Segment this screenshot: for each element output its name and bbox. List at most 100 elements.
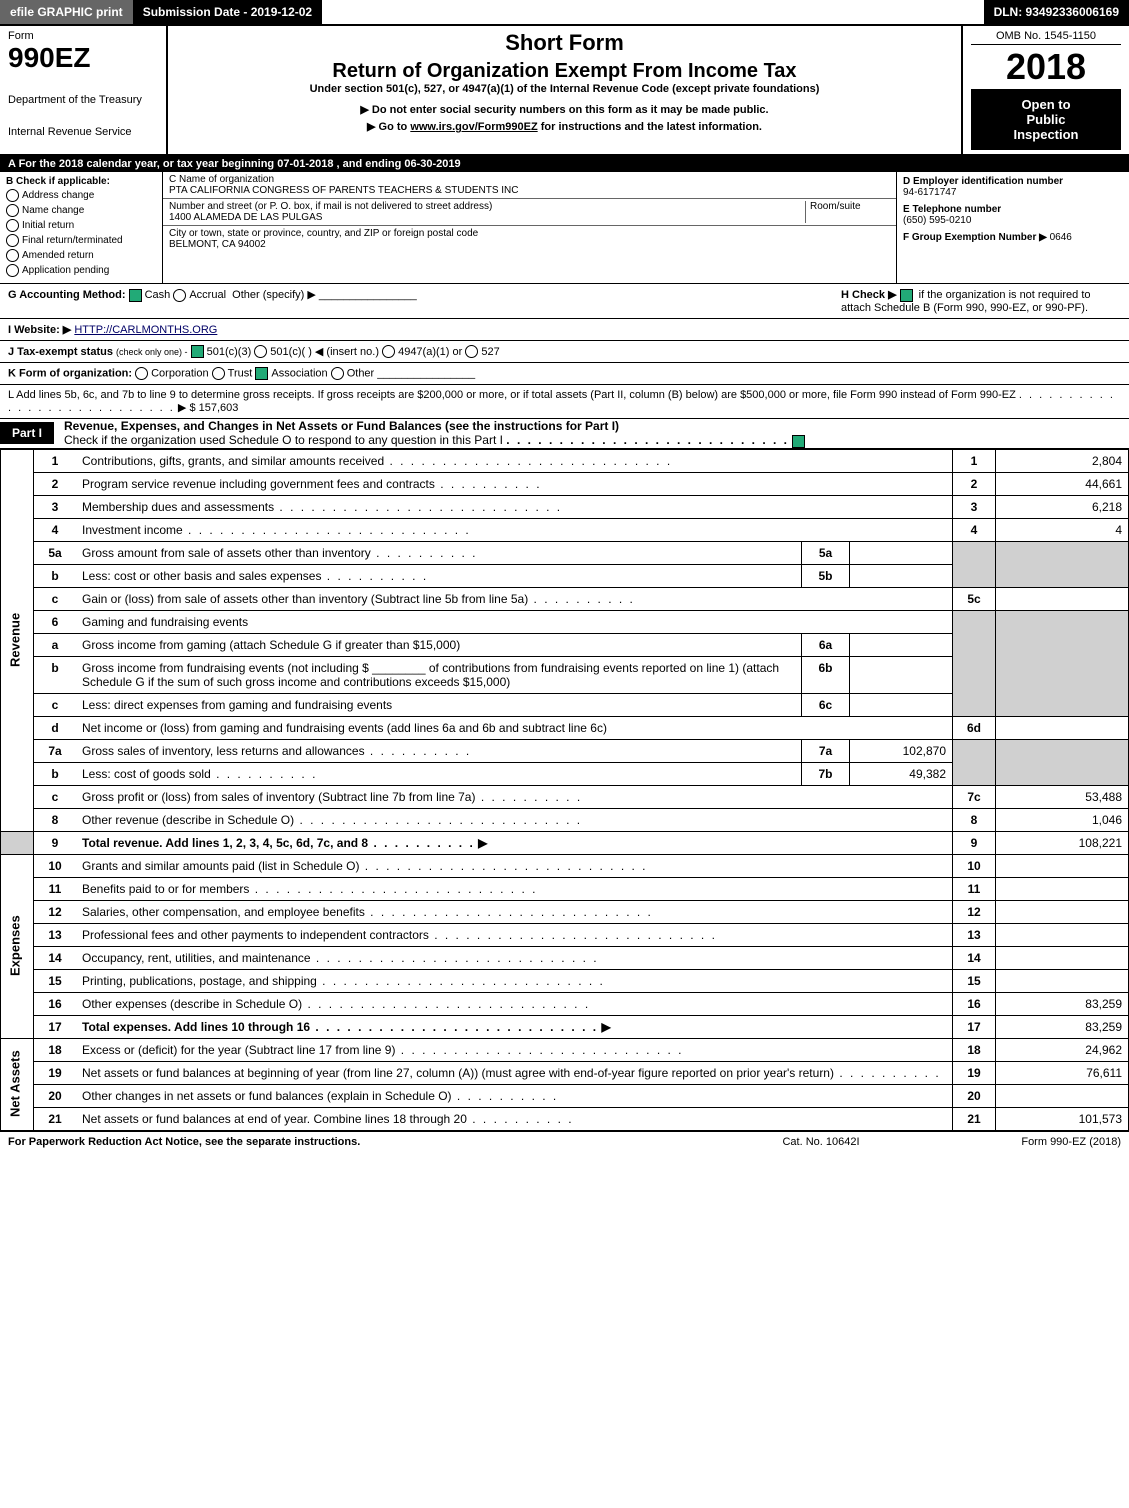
instructions-link-row: ▶ Go to www.irs.gov/Form990EZ for instru… bbox=[176, 120, 953, 133]
line-21-value: 101,573 bbox=[996, 1107, 1129, 1130]
line-19-value: 76,611 bbox=[996, 1061, 1129, 1084]
section-d-e-f: D Employer identification number 94-6171… bbox=[897, 172, 1129, 283]
open-public-inspection: Open to Public Inspection bbox=[971, 89, 1121, 150]
paperwork-notice: For Paperwork Reduction Act Notice, see … bbox=[8, 1136, 721, 1148]
line-5b-value bbox=[850, 564, 953, 587]
subtitle: Under section 501(c), 527, or 4947(a)(1)… bbox=[176, 83, 953, 95]
org-name: PTA CALIFORNIA CONGRESS OF PARENTS TEACH… bbox=[169, 185, 890, 196]
part-1-schedule-o-checkbox[interactable] bbox=[792, 435, 805, 448]
efile-print-button[interactable]: efile GRAPHIC print bbox=[0, 0, 133, 24]
line-5a-row: 5a Gross amount from sale of assets othe… bbox=[1, 541, 1129, 564]
city-state-zip: BELMONT, CA 94002 bbox=[169, 239, 890, 250]
line-11-row: 11 Benefits paid to or for members 11 bbox=[1, 877, 1129, 900]
period-end: 06-30-2019 bbox=[404, 158, 460, 170]
line-6d-row: d Net income or (loss) from gaming and f… bbox=[1, 716, 1129, 739]
line-2-row: 2 Program service revenue including gove… bbox=[1, 472, 1129, 495]
opt-address-change[interactable]: Address change bbox=[6, 189, 156, 202]
line-14-row: 14 Occupancy, rent, utilities, and maint… bbox=[1, 946, 1129, 969]
j-501c-radio[interactable] bbox=[254, 345, 267, 358]
row-g-h: G Accounting Method: Cash Accrual Other … bbox=[0, 284, 1129, 319]
opt-application-pending[interactable]: Application pending bbox=[6, 264, 156, 277]
line-7a-row: 7a Gross sales of inventory, less return… bbox=[1, 739, 1129, 762]
instructions-link[interactable]: www.irs.gov/Form990EZ bbox=[410, 121, 537, 133]
link-post: for instructions and the latest informat… bbox=[538, 121, 762, 133]
accrual-radio[interactable] bbox=[173, 289, 186, 302]
k-label: K Form of organization: bbox=[8, 368, 132, 380]
line-13-value bbox=[996, 923, 1129, 946]
line-10-row: Expenses 10 Grants and similar amounts p… bbox=[1, 854, 1129, 877]
dept-treasury: Department of the Treasury bbox=[8, 94, 158, 106]
form-header: Form 990EZ Department of the Treasury In… bbox=[0, 26, 1129, 156]
line-2-value: 44,661 bbox=[996, 472, 1129, 495]
row-k: K Form of organization: Corporation Trus… bbox=[0, 363, 1129, 385]
line-20-value bbox=[996, 1084, 1129, 1107]
line-19-row: 19 Net assets or fund balances at beginn… bbox=[1, 1061, 1129, 1084]
line-17-row: 17 Total expenses. Add lines 10 through … bbox=[1, 1015, 1129, 1038]
line-17-value: 83,259 bbox=[996, 1015, 1129, 1038]
lines-table: Revenue 1 Contributions, gifts, grants, … bbox=[0, 449, 1129, 1131]
h-checkbox[interactable] bbox=[900, 289, 913, 302]
page-footer: For Paperwork Reduction Act Notice, see … bbox=[0, 1131, 1129, 1152]
line-16-value: 83,259 bbox=[996, 992, 1129, 1015]
line-12-value bbox=[996, 900, 1129, 923]
part-1-badge: Part I bbox=[0, 422, 54, 444]
section-b: B Check if applicable: Address change Na… bbox=[0, 172, 163, 283]
line-5c-row: c Gain or (loss) from sale of assets oth… bbox=[1, 587, 1129, 610]
opt-initial-return[interactable]: Initial return bbox=[6, 219, 156, 232]
line-7c-row: c Gross profit or (loss) from sales of i… bbox=[1, 785, 1129, 808]
h-label: H Check ▶ bbox=[841, 289, 897, 301]
ein-label: D Employer identification number bbox=[903, 176, 1123, 187]
row-j: J Tax-exempt status (check only one) - 5… bbox=[0, 341, 1129, 364]
k-assoc-checkbox[interactable] bbox=[255, 367, 268, 380]
omb-number: OMB No. 1545-1150 bbox=[971, 30, 1121, 45]
link-pre: ▶ Go to bbox=[367, 121, 410, 133]
netassets-vertical-label: Net Assets bbox=[1, 1038, 34, 1130]
form-label: Form bbox=[8, 30, 158, 42]
j-501c3-checkbox[interactable] bbox=[191, 345, 204, 358]
dept-irs: Internal Revenue Service bbox=[8, 126, 158, 138]
phone-value: (650) 595-0210 bbox=[903, 215, 1123, 226]
opt-amended-return[interactable]: Amended return bbox=[6, 249, 156, 262]
part-1-check-note: Check if the organization used Schedule … bbox=[64, 433, 503, 447]
line-15-value bbox=[996, 969, 1129, 992]
line-10-value bbox=[996, 854, 1129, 877]
line-18-value: 24,962 bbox=[996, 1038, 1129, 1061]
line-18-row: Net Assets 18 Excess or (deficit) for th… bbox=[1, 1038, 1129, 1061]
catalog-number: Cat. No. 10642I bbox=[721, 1136, 921, 1148]
j-527-radio[interactable] bbox=[465, 345, 478, 358]
j-label: J Tax-exempt status bbox=[8, 346, 113, 358]
cash-checkbox[interactable] bbox=[129, 289, 142, 302]
line-21-row: 21 Net assets or fund balances at end of… bbox=[1, 1107, 1129, 1130]
row-l: L Add lines 5b, 6c, and 7b to line 9 to … bbox=[0, 385, 1129, 419]
submission-date-button[interactable]: Submission Date - 2019-12-02 bbox=[133, 0, 322, 24]
tax-year: 2018 bbox=[971, 49, 1121, 85]
ssn-warning: ▶ Do not enter social security numbers o… bbox=[176, 103, 953, 116]
line-6-row: 6 Gaming and fundraising events bbox=[1, 610, 1129, 633]
dln-label: DLN: 93492336006169 bbox=[984, 0, 1129, 24]
line-6b-value bbox=[850, 656, 953, 693]
l-amount: ▶ $ 157,603 bbox=[178, 402, 238, 414]
ein-value: 94-6171747 bbox=[903, 187, 1123, 198]
part-1-header: Part I Revenue, Expenses, and Changes in… bbox=[0, 419, 1129, 448]
period-begin: 07-01-2018 bbox=[277, 158, 333, 170]
line-4-row: 4 Investment income 4 4 bbox=[1, 518, 1129, 541]
line-6a-value bbox=[850, 633, 953, 656]
j-4947-radio[interactable] bbox=[382, 345, 395, 358]
opt-name-change[interactable]: Name change bbox=[6, 204, 156, 217]
k-trust-radio[interactable] bbox=[212, 367, 225, 380]
website-link[interactable]: HTTP://CARLMONTHS.ORG bbox=[74, 324, 217, 336]
k-other-radio[interactable] bbox=[331, 367, 344, 380]
g-label: G Accounting Method: bbox=[8, 289, 126, 301]
k-corp-radio[interactable] bbox=[135, 367, 148, 380]
opt-final-return[interactable]: Final return/terminated bbox=[6, 234, 156, 247]
form-number: 990EZ bbox=[8, 42, 158, 74]
part-1-title: Revenue, Expenses, and Changes in Net As… bbox=[64, 419, 619, 433]
group-label: F Group Exemption Number ▶ bbox=[903, 232, 1047, 243]
section-b-header: B Check if applicable: bbox=[6, 176, 156, 187]
expenses-vertical-label: Expenses bbox=[1, 854, 34, 1038]
org-name-label: C Name of organization bbox=[169, 174, 890, 185]
street-label: Number and street (or P. O. box, if mail… bbox=[169, 201, 805, 212]
topbar: efile GRAPHIC print Submission Date - 20… bbox=[0, 0, 1129, 26]
line-15-row: 15 Printing, publications, postage, and … bbox=[1, 969, 1129, 992]
short-form-title: Short Form bbox=[176, 30, 953, 56]
